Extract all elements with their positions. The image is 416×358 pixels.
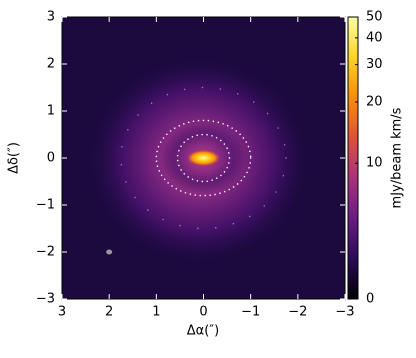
y-tick-label: 1 xyxy=(47,104,55,119)
colorbar-tick-label: 50 xyxy=(366,10,383,25)
x-tick-label: 0 xyxy=(199,305,207,320)
colorbar-tick-label: 40 xyxy=(366,30,383,45)
y-tick-label: −2 xyxy=(36,245,55,260)
colorbar-tick-label: 20 xyxy=(366,94,383,109)
y-tick-label: 2 xyxy=(47,57,55,72)
beam xyxy=(106,249,113,255)
colorbar xyxy=(347,16,359,300)
colorbar-tick-label: 30 xyxy=(366,57,383,72)
x-axis-label: Δα(″) xyxy=(187,324,219,339)
x-tick-label: −3 xyxy=(335,305,354,320)
ring-inner xyxy=(176,133,231,183)
colorbar-tick-label: 0 xyxy=(366,292,374,307)
ring-outer xyxy=(155,119,252,197)
y-tick-label: 3 xyxy=(47,10,55,25)
ring-faint xyxy=(120,86,287,230)
x-tick-label: 3 xyxy=(58,305,66,320)
colorbar-label: mJy/beam km/s xyxy=(390,107,405,208)
x-tick-label: −1 xyxy=(241,305,260,320)
y-tick-label: 0 xyxy=(47,151,55,166)
y-axis-label: Δδ(″) xyxy=(7,142,22,174)
x-tick-label: 1 xyxy=(152,305,160,320)
colorbar-tick-label: 10 xyxy=(366,156,383,171)
x-tick-label: −2 xyxy=(288,305,307,320)
y-tick-label: −1 xyxy=(36,198,55,213)
emission-core xyxy=(186,150,221,166)
y-tick-label: −3 xyxy=(36,292,55,307)
x-tick-label: 2 xyxy=(105,305,113,320)
